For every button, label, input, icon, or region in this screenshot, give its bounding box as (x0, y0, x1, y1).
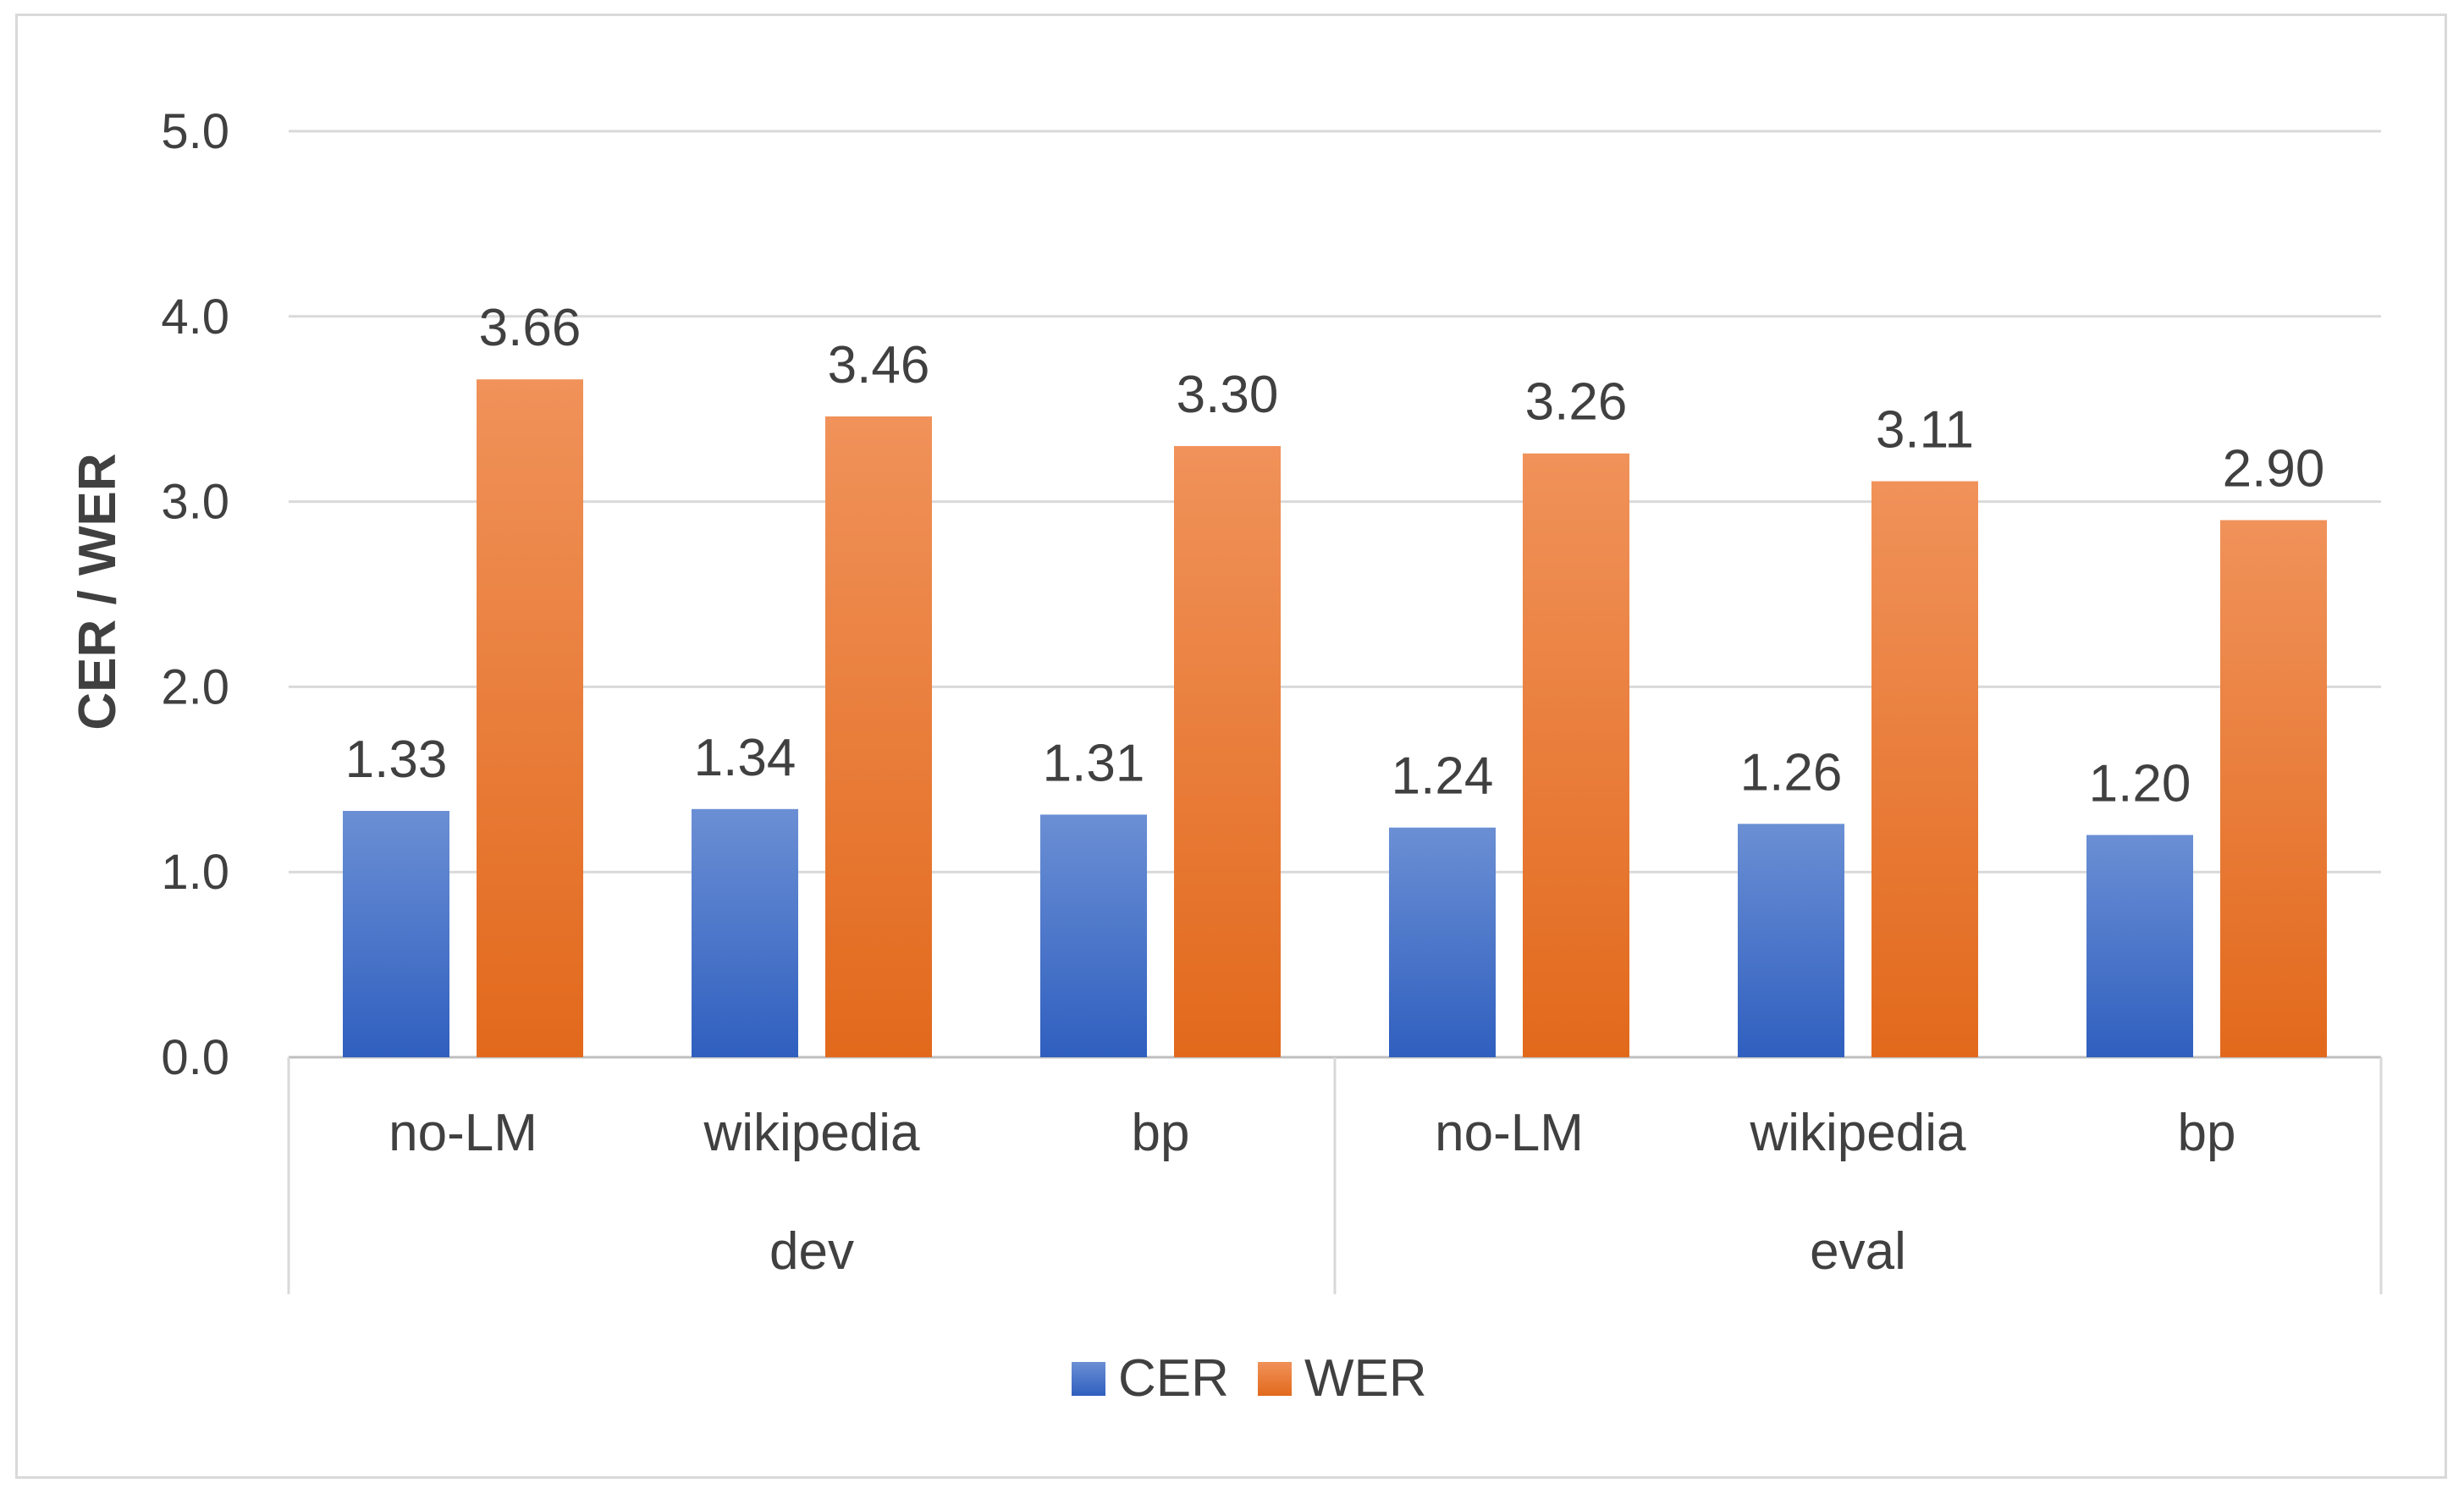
legend-label-wer: WER (1304, 1349, 1427, 1408)
data-label-wer: 3.66 (479, 299, 582, 357)
y-tick-label: 0.0 (161, 1030, 229, 1085)
bar-chart: 0.0 1.0 2.0 3.0 4.0 5.0 no-LM wikipedia bp no-LM w… (69, 104, 2383, 1408)
bar-cer (1389, 827, 1496, 1057)
x-category-label: wikipedia (703, 1104, 920, 1162)
y-tick-label: 4.0 (161, 289, 229, 345)
x-group-label: eval (1810, 1222, 1906, 1281)
bar-wer (2220, 520, 2327, 1057)
bar-cer (2086, 835, 2193, 1057)
gridlines (289, 130, 2381, 874)
x-category-label: bp (1132, 1104, 1190, 1162)
legend-swatch-wer (1258, 1362, 1292, 1396)
legend-label-cer: CER (1118, 1349, 1229, 1408)
bar-wer (825, 416, 932, 1057)
x-category-label: bp (2178, 1104, 2236, 1162)
bars (343, 379, 2327, 1057)
data-label-cer: 1.31 (1043, 734, 1145, 792)
bar-cer (343, 810, 449, 1057)
data-label-wer: 3.46 (828, 336, 930, 394)
bar-cer (1040, 814, 1147, 1057)
data-label-cer: 1.24 (1392, 747, 1494, 806)
y-axis-title: CER / WER (69, 453, 127, 730)
legend-swatch-cer (1072, 1362, 1105, 1396)
x-category-label: no-LM (389, 1104, 537, 1162)
data-label-wer: 3.26 (1525, 373, 1628, 432)
data-label-cer: 1.34 (694, 729, 797, 787)
data-label-wer: 2.90 (2223, 439, 2325, 498)
y-tick-label: 1.0 (161, 845, 229, 900)
bar-wer (477, 379, 583, 1057)
y-tick-label: 5.0 (161, 104, 229, 159)
data-labels: 1.33 3.66 1.34 3.46 1.31 3.30 1.24 3.26 1.26 3.11… (345, 299, 2325, 813)
data-label-wer: 3.30 (1177, 366, 1279, 424)
bar-wer (1523, 453, 1629, 1057)
x-group-label: dev (769, 1222, 854, 1281)
chart-frame: 0.0 1.0 2.0 3.0 4.0 5.0 no-LM wikipedia bp no-LM w… (15, 14, 2447, 1479)
data-label-cer: 1.20 (2089, 754, 2191, 813)
bar-cer (1738, 824, 1844, 1057)
axes: 0.0 1.0 2.0 3.0 4.0 5.0 no-LM wikipedia bp no-LM w… (161, 104, 2383, 1294)
bar-wer (1174, 445, 1281, 1057)
data-label-wer: 3.11 (1876, 401, 1974, 460)
y-tick-label: 2.0 (161, 659, 229, 714)
data-label-cer: 1.26 (1740, 743, 1843, 802)
y-tick-label: 3.0 (161, 475, 229, 530)
bar-wer (1871, 481, 1978, 1057)
legend: CER WER (1072, 1349, 1427, 1408)
bar-cer (692, 808, 798, 1057)
x-category-label: no-LM (1435, 1104, 1584, 1162)
data-label-cer: 1.33 (345, 730, 448, 789)
x-category-label: wikipedia (1749, 1104, 1966, 1162)
